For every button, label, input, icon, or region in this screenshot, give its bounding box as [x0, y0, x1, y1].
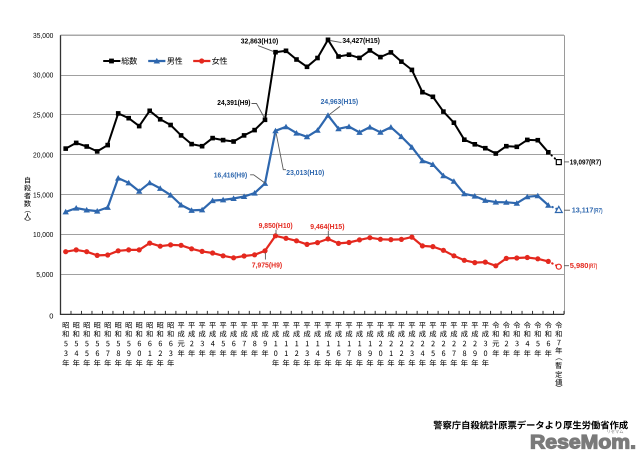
svg-text:30,000: 30,000: [33, 71, 53, 80]
svg-text:7,975(H9): 7,975(H9): [252, 260, 283, 269]
svg-text:24,391(H9): 24,391(H9): [217, 98, 251, 107]
svg-text:16,416(H9): 16,416(H9): [214, 171, 248, 180]
svg-text:9,464(H15): 9,464(H15): [310, 222, 345, 231]
svg-text:10,000: 10,000: [33, 230, 53, 239]
svg-text:5,980: 5,980: [570, 261, 589, 270]
svg-text:13,117: 13,117: [572, 206, 594, 215]
svg-text:(R7): (R7): [589, 263, 598, 270]
svg-text:5,000: 5,000: [36, 270, 53, 279]
svg-text:ReseMom.: ReseMom.: [530, 433, 636, 454]
svg-text:35,000: 35,000: [33, 31, 53, 40]
svg-text:23,013(H10): 23,013(H10): [286, 168, 324, 177]
svg-text:32,863(H10): 32,863(H10): [241, 36, 279, 45]
svg-text:0: 0: [49, 311, 53, 320]
svg-text:34,427(H15): 34,427(H15): [342, 36, 380, 45]
svg-text:24,963(H15): 24,963(H15): [321, 97, 359, 106]
svg-text:9,850(H10): 9,850(H10): [259, 221, 294, 230]
svg-text:(R7): (R7): [594, 208, 603, 215]
svg-text:20,000: 20,000: [33, 151, 53, 160]
svg-text:19,097(R7): 19,097(R7): [570, 157, 602, 166]
svg-text:15,000: 15,000: [33, 190, 53, 199]
svg-text:25,000: 25,000: [33, 111, 53, 120]
